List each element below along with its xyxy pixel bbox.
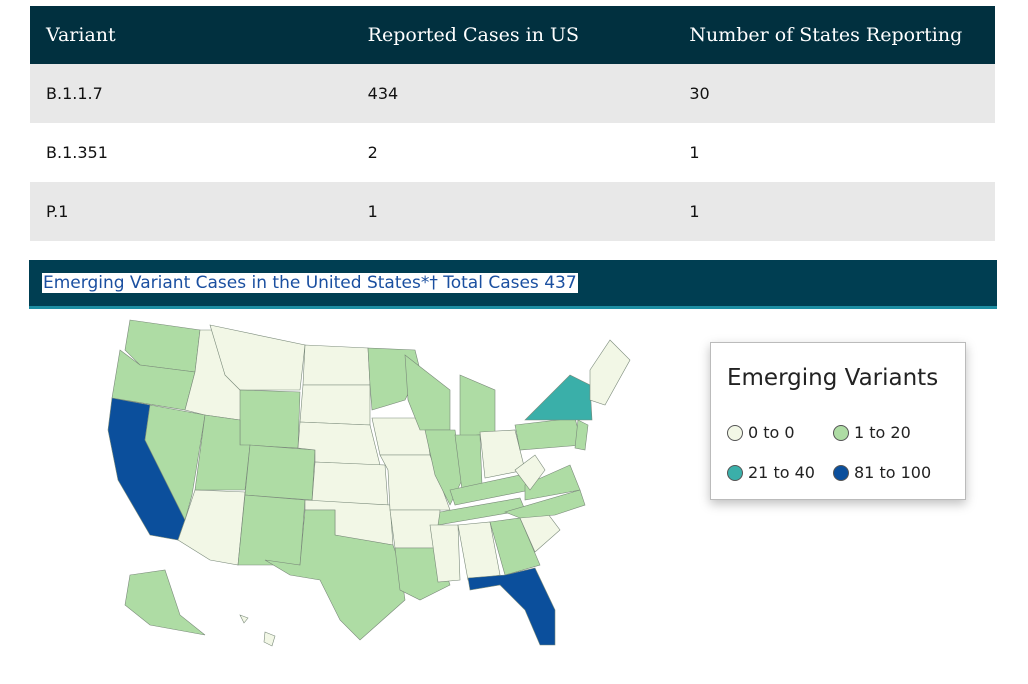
state xyxy=(429,524,461,583)
legend-item: 0 to 0 xyxy=(727,423,795,442)
state xyxy=(574,419,589,451)
state xyxy=(514,417,583,451)
cell: 30 xyxy=(689,84,710,103)
state xyxy=(264,509,406,641)
legend-item: 81 to 100 xyxy=(833,463,931,482)
cell: P.1 xyxy=(46,202,69,221)
header-cell: Number of States Reporting xyxy=(689,24,963,46)
map-legend: Emerging Variants 0 to 0 1 to 20 21 to 40 8… xyxy=(710,342,966,500)
legend-item: 21 to 40 xyxy=(727,463,815,482)
state xyxy=(589,339,631,406)
state xyxy=(524,464,581,501)
state xyxy=(124,569,206,636)
legend-swatch xyxy=(727,464,743,481)
table-row: B.1.351 2 1 xyxy=(30,123,995,182)
state xyxy=(263,631,276,647)
legend-label: 21 to 40 xyxy=(748,463,815,482)
state xyxy=(489,517,541,576)
states xyxy=(107,319,631,647)
state xyxy=(524,374,593,421)
state xyxy=(459,374,496,439)
state xyxy=(144,404,206,521)
state xyxy=(514,454,546,491)
header-cell: Variant xyxy=(46,24,116,46)
state xyxy=(237,494,306,566)
cell: 434 xyxy=(367,84,399,103)
map-title-bar: Emerging Variant Cases in the United Sta… xyxy=(29,260,997,309)
table-header: Variant Reported Cases in US Number of S… xyxy=(30,6,995,64)
state xyxy=(504,489,586,519)
state xyxy=(239,614,249,624)
state xyxy=(457,521,501,581)
legend-label: 0 to 0 xyxy=(748,423,795,442)
legend-label: 81 to 100 xyxy=(854,463,932,482)
legend-swatch xyxy=(833,424,849,441)
state xyxy=(244,444,316,501)
us-map xyxy=(107,319,631,647)
cell: 2 xyxy=(367,143,378,162)
state xyxy=(299,384,371,426)
state xyxy=(302,344,371,386)
cell: B.1.1.7 xyxy=(46,84,103,103)
legend-label: 1 to 20 xyxy=(854,423,911,442)
legend-item: 1 to 20 xyxy=(833,423,911,442)
state xyxy=(467,567,556,646)
legend-swatch xyxy=(833,464,849,481)
legend-title: Emerging Variants xyxy=(727,365,939,391)
legend-swatch xyxy=(727,424,743,441)
cell: 1 xyxy=(367,202,378,221)
variant-table: Variant Reported Cases in US Number of S… xyxy=(30,6,995,241)
table-row: B.1.1.7 434 30 xyxy=(30,64,995,123)
state xyxy=(209,324,306,391)
header-cell: Reported Cases in US xyxy=(367,24,580,46)
cell: B.1.351 xyxy=(46,143,108,162)
table-row: P.1 1 1 xyxy=(30,182,995,241)
cell: 1 xyxy=(689,202,700,221)
cell: 1 xyxy=(689,143,700,162)
map-title: Emerging Variant Cases in the United Sta… xyxy=(42,273,578,293)
state xyxy=(311,461,389,506)
state xyxy=(239,389,301,449)
